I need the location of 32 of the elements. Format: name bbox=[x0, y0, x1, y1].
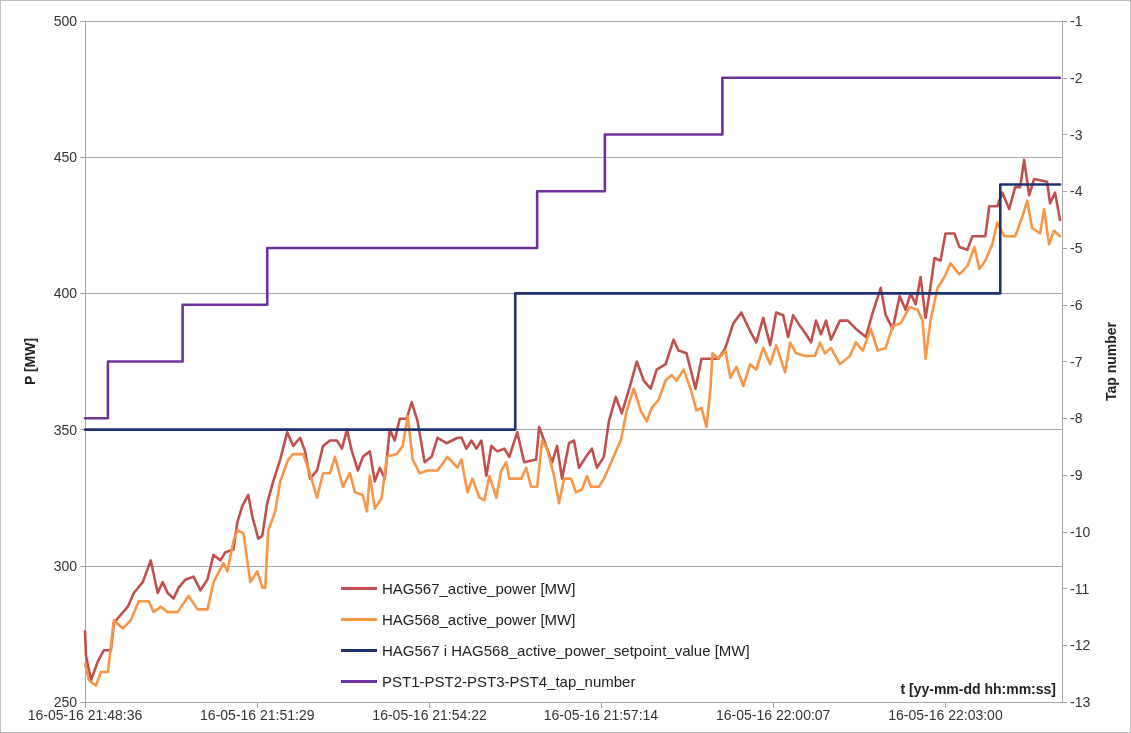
y2-tick-label: -7 bbox=[1070, 353, 1083, 370]
y-axis-title: P [MW] bbox=[22, 337, 38, 386]
x-tick-label: 16-05-16 22:03:00 bbox=[888, 707, 1003, 723]
y2-tick-label: -2 bbox=[1070, 69, 1083, 86]
y2-tick-label: -6 bbox=[1070, 296, 1083, 313]
x-tick-label: 16-05-16 21:54:22 bbox=[372, 707, 488, 723]
legend-label: HAG568_active_power [MW] bbox=[382, 611, 576, 628]
x-tick-label: 16-05-16 22:00:07 bbox=[715, 707, 831, 723]
x-tick-label: 16-05-16 21:51:29 bbox=[200, 707, 315, 723]
y-tick-label: 450 bbox=[53, 149, 78, 166]
x-tick-label: 16-05-16 21:48:36 bbox=[27, 707, 143, 723]
y2-tick-label: -1 bbox=[1070, 13, 1083, 29]
y2-tick-label: -8 bbox=[1070, 410, 1083, 427]
y2-tick-label: -4 bbox=[1070, 183, 1083, 200]
y2-tick-label: -12 bbox=[1070, 637, 1091, 654]
legend-label: PST1-PST2-PST3-PST4_tap_number bbox=[382, 673, 636, 690]
legend-label: HAG567_active_power [MW] bbox=[382, 580, 576, 597]
y2-tick-label: -3 bbox=[1070, 126, 1083, 143]
y-tick-label: 400 bbox=[53, 285, 78, 302]
y2-tick-label: -5 bbox=[1070, 240, 1083, 256]
x-axis-title: t [yy-mm-dd hh:mm:ss] bbox=[900, 681, 1056, 697]
y2-tick-label: -13 bbox=[1070, 694, 1091, 710]
y2-tick-label: -9 bbox=[1070, 467, 1083, 483]
y-tick-label: 250 bbox=[53, 694, 78, 710]
y2-tick-label: -11 bbox=[1070, 580, 1090, 597]
y2-axis-title: Tap number bbox=[1103, 321, 1119, 402]
y-tick-label: 500 bbox=[53, 13, 78, 29]
y-tick-label: 350 bbox=[53, 421, 78, 438]
x-tick-label: 16-05-16 21:57:14 bbox=[543, 707, 659, 723]
legend-label: HAG567 i HAG568_active_power_setpoint_value [MW] bbox=[382, 642, 750, 659]
y-tick-label: 300 bbox=[53, 557, 78, 574]
y2-tick-label: -10 bbox=[1070, 523, 1091, 540]
